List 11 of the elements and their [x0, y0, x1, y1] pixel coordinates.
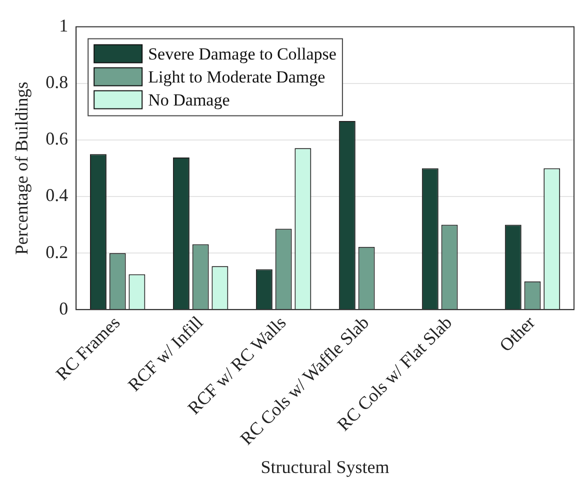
legend-label: Light to Moderate Damge: [148, 67, 326, 86]
y-tick-label: 0.4: [46, 185, 68, 206]
y-tick-label: 0.2: [46, 242, 68, 262]
x-axis-title: Structural System: [260, 456, 390, 477]
y-tick-label: 0.6: [46, 128, 68, 149]
y-tick-label: 0.8: [46, 72, 68, 92]
legend-label: No Damage: [148, 90, 230, 110]
y-tick-label: 1: [59, 16, 68, 36]
legend-label: Severe Damage to Collapse: [148, 44, 336, 64]
y-tick-label: 0: [59, 298, 68, 318]
y-axis-title: Percentage of Buildings: [12, 82, 32, 255]
